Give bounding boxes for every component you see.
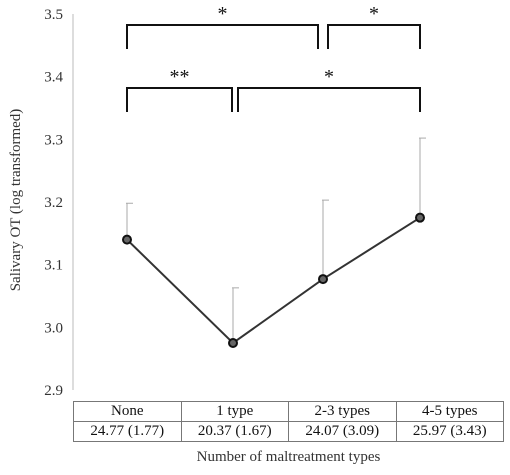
category-label: 4-5 types xyxy=(395,401,504,422)
significance-bracket xyxy=(126,24,319,49)
significance-bracket xyxy=(237,87,421,112)
y-tick-label: 3.1 xyxy=(44,258,63,274)
category-label: None xyxy=(73,401,182,422)
x-axis-label: Number of maltreatment types xyxy=(196,449,381,465)
significance-bracket xyxy=(327,24,421,49)
data-point xyxy=(318,274,328,285)
category-table: None 1 type 2-3 types 4-5 types 24.77 (1… xyxy=(73,401,504,442)
y-tick-label: 3.0 xyxy=(44,320,63,336)
y-tick-label: 3.2 xyxy=(44,195,63,211)
significance-label: ** xyxy=(170,66,190,88)
category-label: 1 type xyxy=(180,401,289,422)
y-tick-label: 2.9 xyxy=(44,383,63,399)
category-value-row: 24.77 (1.77) 20.37 (1.67) 24.07 (3.09) 2… xyxy=(73,421,504,442)
error-bars xyxy=(126,137,426,343)
significance-label: * xyxy=(218,3,228,25)
y-tick-label: 3.4 xyxy=(44,70,63,86)
data-point xyxy=(122,234,132,245)
chart-plot: 2.93.03.13.23.33.43.5 ** ** * Salivary OT … xyxy=(8,3,426,399)
significance-brackets: ** ** * xyxy=(126,3,421,112)
data-point xyxy=(228,338,238,348)
y-tick-label: 3.3 xyxy=(44,132,63,148)
significance-label: * xyxy=(324,66,334,88)
category-label: 2-3 types xyxy=(288,401,397,422)
table-value: 25.97 (3.43) xyxy=(395,421,504,442)
table-value: 20.37 (1.67) xyxy=(180,421,289,442)
y-tick-label: 3.5 xyxy=(44,7,63,23)
y-axis: 2.9 3.0 3.1 3.2 3.3 3.4 3.5 xyxy=(44,7,74,399)
significance-label: * xyxy=(369,3,379,25)
series-path xyxy=(126,216,421,345)
table-value: 24.07 (3.09) xyxy=(288,421,397,442)
category-header-row: None 1 type 2-3 types 4-5 types xyxy=(73,401,504,422)
series-line xyxy=(122,212,425,348)
y-axis-label: Salivary OT (log transformed) xyxy=(8,109,24,292)
data-point xyxy=(415,212,425,223)
table-value: 24.77 (1.77) xyxy=(73,421,182,442)
significance-bracket xyxy=(126,87,233,112)
